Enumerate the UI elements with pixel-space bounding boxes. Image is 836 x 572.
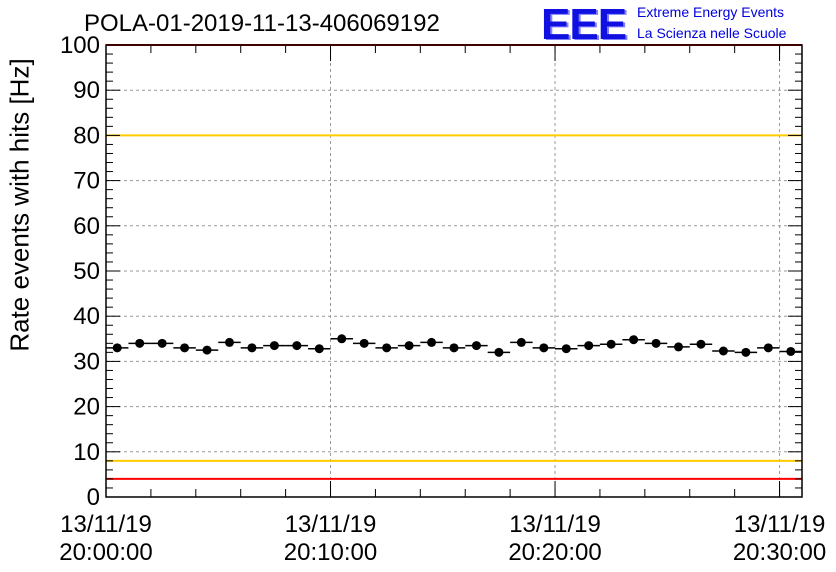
data-point [157,338,167,348]
data-point [427,337,437,347]
x-tick-label-time: 20:30:00 [733,539,826,566]
y-tick-label: 60 [73,213,100,240]
x-tick-label-date: 13/11/19 [734,511,826,538]
data-point [584,341,594,351]
y-tick-label: 40 [73,303,100,330]
x-tick-label-date: 13/11/19 [509,511,601,538]
data-point [449,343,459,353]
y-tick-label: 90 [73,77,100,104]
y-tick-label: 0 [87,484,100,511]
data-point [135,338,145,348]
y-tick-label: 20 [73,394,100,421]
logo-line-2: La Scienza nelle Scuole [637,25,787,41]
y-tick-label: 50 [73,258,100,285]
data-point [359,338,369,348]
data-point [202,345,212,355]
y-tick-label: 100 [60,32,100,59]
data-point [741,347,751,357]
data-point [224,337,234,347]
data-point [494,347,504,357]
data-point [763,343,773,353]
data-point [786,346,796,356]
data-point [382,343,392,353]
data-point [561,344,571,354]
data-point [674,342,684,352]
data-point [180,343,190,353]
x-tick-label-time: 20:20:00 [508,539,601,566]
eee-logo: EEE [541,0,627,49]
y-tick-label: 70 [73,168,100,195]
logo-line-1: Extreme Energy Events [637,4,785,20]
x-tick-label-date: 13/11/19 [285,511,377,538]
data-point [651,338,661,348]
data-point [404,341,414,351]
x-tick-label-date: 13/11/19 [60,511,152,538]
y-tick-label: 10 [73,439,100,466]
data-point [337,334,347,344]
y-tick-label: 30 [73,348,100,375]
x-tick-label-time: 20:10:00 [284,539,377,566]
data-point [247,343,257,353]
data-point [606,339,616,349]
data-point [629,335,639,345]
data-point [696,339,706,349]
y-tick-label: 80 [73,122,100,149]
data-point [718,346,728,356]
chart-title: POLA-01-2019-11-13-406069192 [84,10,440,37]
data-point [314,344,324,354]
data-point [539,343,549,353]
x-tick-label-time: 20:00:00 [59,539,152,566]
data-point [471,341,481,351]
data-point [516,337,526,347]
data-point [292,341,302,351]
data-point [112,343,122,353]
data-point [269,341,279,351]
